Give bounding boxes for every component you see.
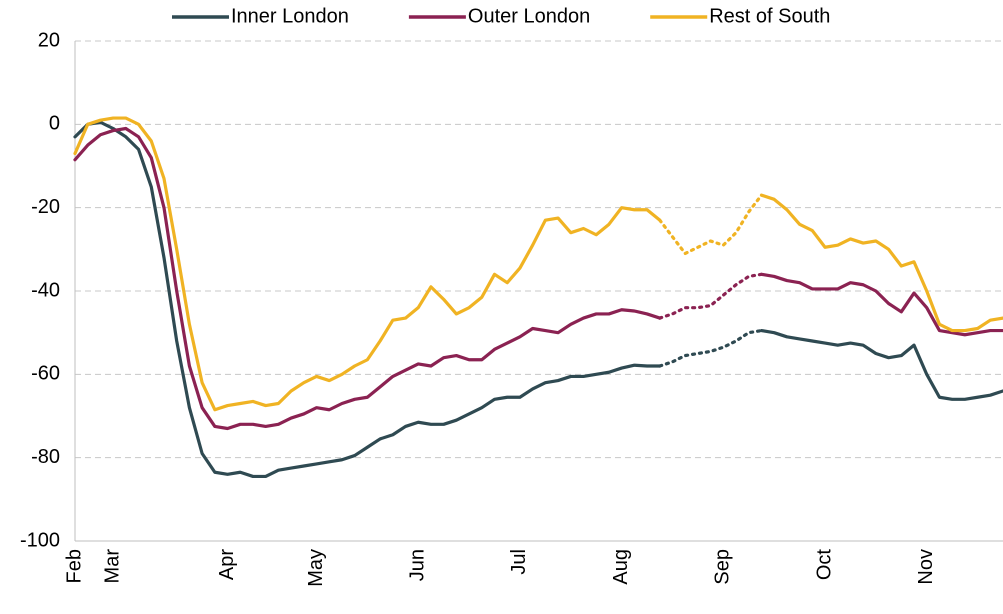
x-tick-label: Feb (63, 549, 85, 583)
series-line (658, 328, 764, 368)
legend-label: Rest of South (709, 5, 830, 27)
series-line (658, 272, 764, 320)
y-tick-label: -100 (20, 529, 60, 551)
y-tick-label: 0 (49, 113, 60, 135)
x-tick-label: Mar (101, 549, 123, 584)
series-line (73, 116, 662, 412)
series-line (759, 328, 1003, 401)
x-tick-label: Oct (813, 549, 835, 581)
y-tick-label: -80 (31, 446, 60, 468)
series-line (759, 272, 1003, 337)
series-line (73, 120, 662, 479)
legend-label: Inner London (231, 5, 349, 27)
y-tick-label: -60 (31, 363, 60, 385)
x-tick-label: Jun (407, 549, 429, 581)
y-tick-label: -20 (31, 196, 60, 218)
series-line (73, 126, 662, 431)
x-tick-label: Nov (915, 549, 937, 585)
x-tick-label: Apr (216, 549, 238, 580)
x-tick-label: Sep (712, 549, 734, 585)
series-line (759, 193, 1003, 333)
y-tick-label: 20 (38, 29, 60, 51)
legend-label: Outer London (468, 5, 590, 27)
y-tick-label: -40 (31, 279, 60, 301)
x-tick-label: Aug (610, 549, 632, 585)
series-line (658, 193, 764, 256)
x-tick-label: May (305, 549, 327, 587)
x-tick-label: Jul (508, 549, 530, 575)
